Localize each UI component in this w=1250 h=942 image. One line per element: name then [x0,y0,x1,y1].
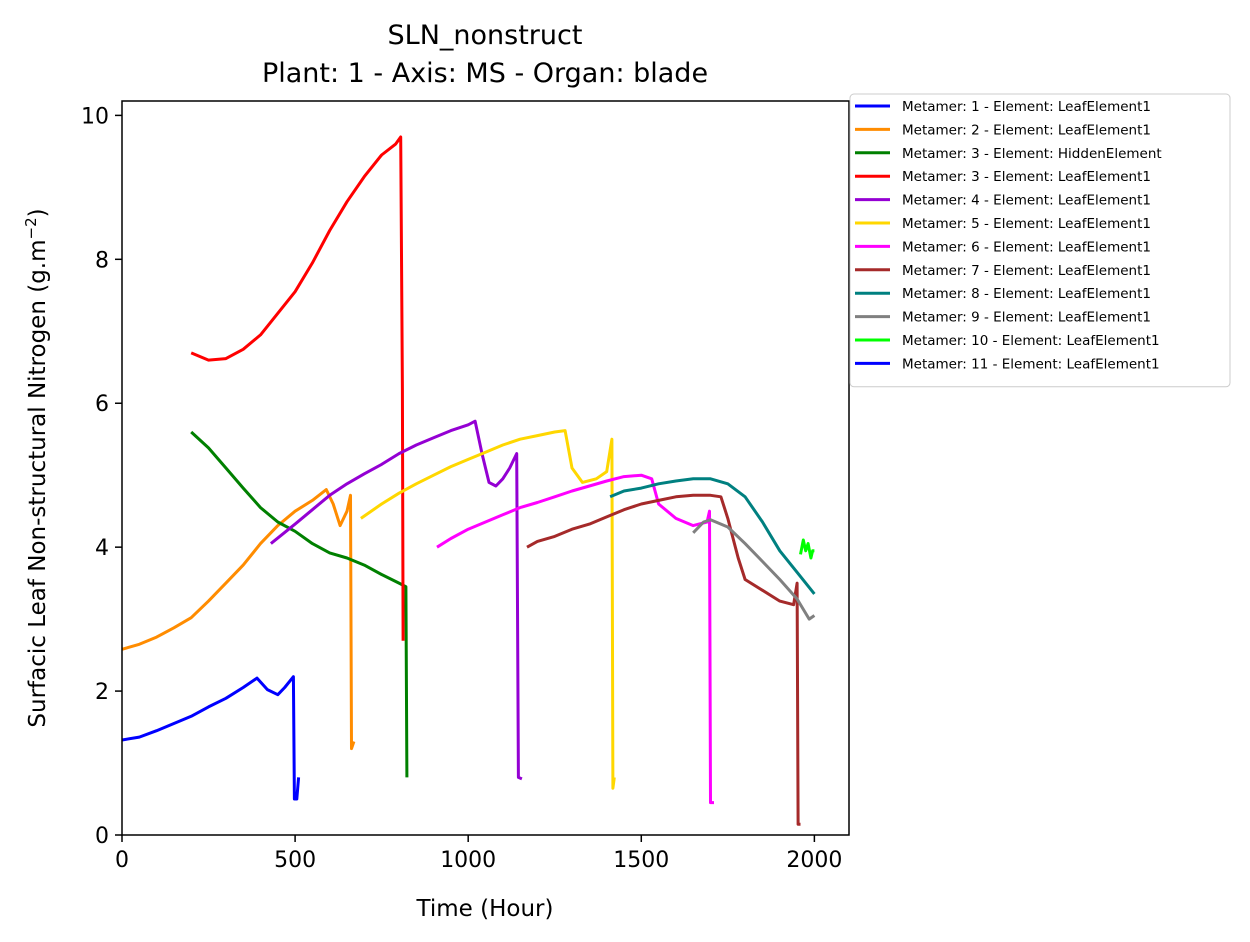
legend-label-11: Metamer: 10 - Element: LeafElement1 [902,333,1160,349]
series-line-3 [190,430,409,778]
series-line-11 [799,538,815,560]
legend-label-1: Metamer: 1 - Element: LeafElement1 [902,99,1151,115]
legend-label-6: Metamer: 5 - Element: LeafElement1 [902,216,1151,232]
chart-subtitle: Plant: 1 - Axis: MS - Organ: blade [262,58,708,89]
x-tick-label: 0 [115,848,129,873]
series-line-4 [190,135,405,641]
legend-label-4: Metamer: 3 - Element: LeafElement1 [902,169,1151,185]
chart-title: SLN_nonstruct [388,20,583,51]
series-line-9 [609,477,816,595]
legend: Metamer: 1 - Element: LeafElement1 Metame… [849,93,1231,388]
legend-label-5: Metamer: 4 - Element: LeafElement1 [902,193,1151,209]
y-tick-label: 0 [95,824,109,849]
y-tick-label: 2 [95,680,109,705]
x-tick-label: 2000 [786,848,842,873]
y-axis-label-close: ) [25,208,51,217]
legend-label-8: Metamer: 7 - Element: LeafElement1 [902,263,1151,279]
legend-label-10: Metamer: 9 - Element: LeafElement1 [902,310,1151,326]
y-tick-label: 4 [95,536,109,561]
y-axis-label-sup: −2 [22,217,40,239]
y-tick-label: 6 [95,392,109,417]
y-tick-label: 10 [81,104,109,129]
x-tick-label: 1500 [613,848,669,873]
series-line-7 [436,473,714,805]
series-line-2 [121,488,356,751]
series-line-8 [526,493,801,826]
y-tick-label: 8 [95,248,109,273]
series-line-10 [692,518,816,621]
legend-label-12: Metamer: 11 - Element: LeafElement1 [902,356,1160,372]
legend-label-2: Metamer: 2 - Element: LeafElement1 [902,122,1151,138]
plot-area [121,135,816,826]
legend-box [849,93,1231,388]
x-tick-label: 500 [274,848,316,873]
legend-label-7: Metamer: 6 - Element: LeafElement1 [902,239,1151,255]
legend-label-3: Metamer: 3 - Element: HiddenElement [902,146,1162,162]
x-tick-label: 1000 [440,848,496,873]
series-line-5 [269,419,523,781]
series-line-1 [121,675,301,801]
plot-frame [121,100,850,836]
y-axis-label-main: Surfacic Leaf Non-structural Nitrogen (g… [25,239,51,727]
x-axis-label: Time (Hour) [416,896,554,922]
series-line-6 [360,429,616,790]
axes: 0 500 1000 1500 2000 0 2 4 6 8 10 [81,100,850,873]
legend-label-9: Metamer: 8 - Element: LeafElement1 [902,286,1151,302]
y-axis-label: Surfacic Leaf Non-structural Nitrogen (g… [22,208,51,727]
